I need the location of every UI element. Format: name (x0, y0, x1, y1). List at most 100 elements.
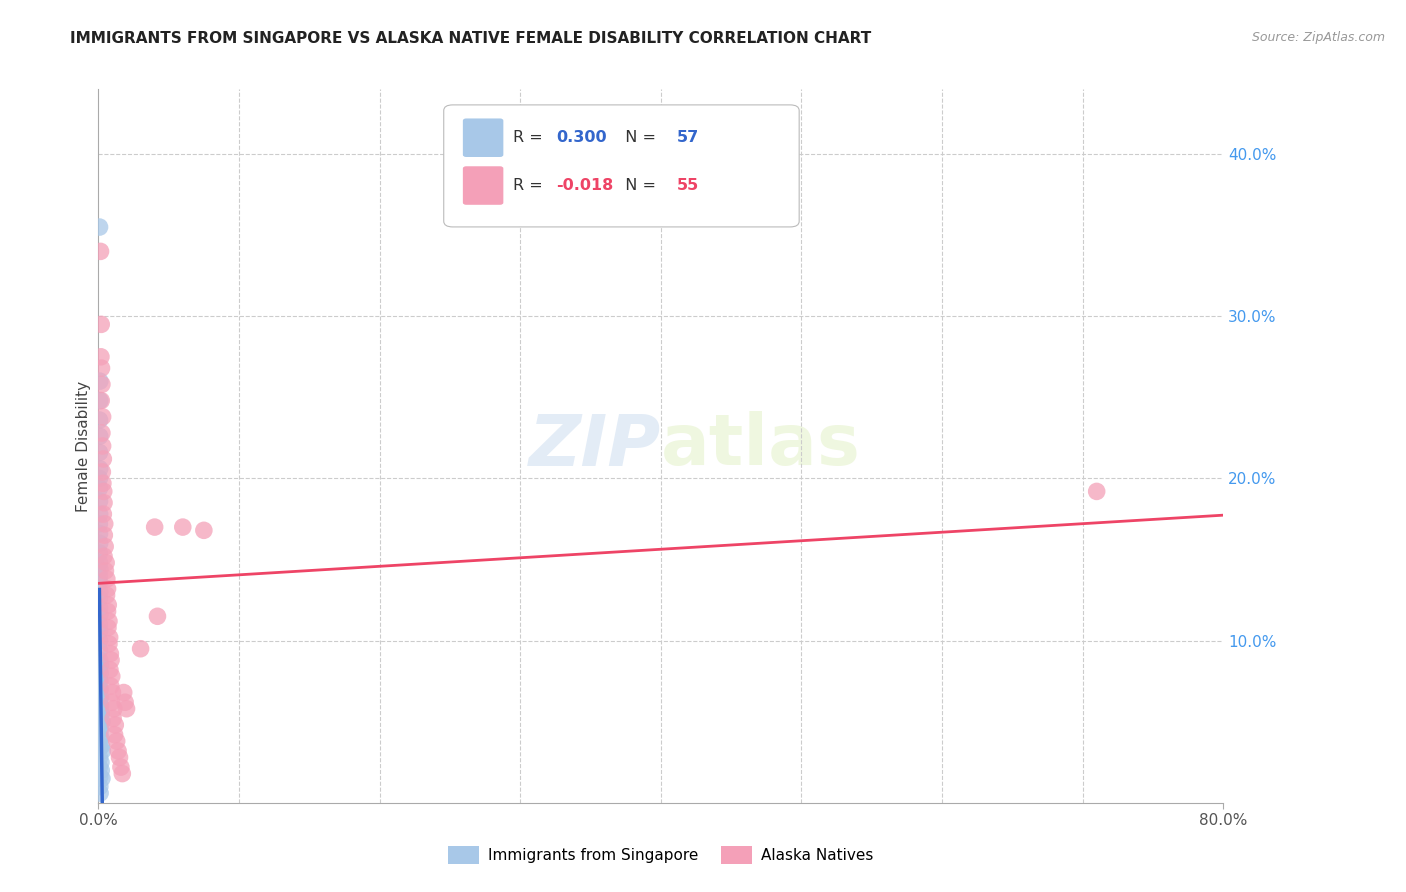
Point (91, 425, 114, 440)
Point (91, 744, 114, 758)
Text: ZIP: ZIP (529, 411, 661, 481)
Point (1085, 484, 1108, 499)
Point (129, 641, 152, 656)
Point (89, 750, 111, 764)
Text: Source: ZipAtlas.com: Source: ZipAtlas.com (1251, 31, 1385, 45)
Point (89, 445, 111, 459)
Point (89, 780, 111, 794)
Point (96, 572, 118, 586)
Point (89, 731, 111, 745)
Point (89, 643, 111, 657)
Point (90, 764, 112, 778)
Text: 0.300: 0.300 (557, 130, 607, 145)
Point (111, 766, 134, 780)
Point (146, 609, 169, 624)
Point (89, 393, 111, 408)
Text: N =: N = (614, 130, 661, 145)
Point (89, 575, 111, 590)
Point (89, 786, 111, 800)
Point (89, 374, 111, 388)
Point (89, 682, 111, 697)
Point (89, 633, 111, 648)
Point (101, 669, 124, 683)
Point (104, 718, 127, 732)
Point (91, 439, 114, 453)
Point (90, 723, 112, 737)
Point (89, 624, 111, 638)
Point (89, 711, 111, 725)
Text: atlas: atlas (661, 411, 860, 481)
Point (89, 721, 111, 735)
Point (89, 666, 111, 681)
Point (103, 711, 125, 725)
Point (89, 526, 111, 541)
Point (89, 481, 111, 495)
Point (89, 429, 111, 443)
Point (98, 631, 121, 645)
Point (93, 507, 115, 521)
Point (91, 714, 114, 729)
Point (89, 692, 111, 706)
Point (89, 673, 111, 687)
Text: R =: R = (513, 178, 548, 193)
Point (112, 685, 135, 699)
Point (89, 601, 111, 615)
Point (172, 520, 194, 534)
Point (93, 484, 115, 499)
Point (103, 702, 125, 716)
Point (101, 685, 124, 699)
Point (98, 663, 121, 677)
FancyBboxPatch shape (463, 119, 503, 157)
Text: -0.018: -0.018 (557, 178, 613, 193)
Point (89, 585, 111, 599)
FancyBboxPatch shape (444, 105, 799, 227)
Point (90, 657, 112, 672)
Point (97, 621, 120, 635)
Point (89, 653, 111, 667)
Point (90, 731, 112, 745)
Y-axis label: Female Disability: Female Disability (76, 380, 91, 512)
Point (104, 728, 127, 742)
Point (89, 617, 111, 632)
FancyBboxPatch shape (463, 166, 503, 205)
Point (100, 679, 122, 693)
Point (89, 494, 111, 508)
Text: 57: 57 (676, 130, 699, 145)
Point (90, 756, 112, 770)
Point (89, 674, 111, 689)
Point (90, 706, 112, 721)
Point (97, 598, 120, 612)
Point (97, 604, 120, 618)
Point (107, 744, 129, 758)
Point (89, 740, 111, 755)
Text: N =: N = (614, 178, 661, 193)
Point (89, 591, 111, 606)
Point (105, 734, 128, 748)
Point (90, 244, 112, 259)
Point (114, 695, 136, 709)
Point (91, 409, 114, 424)
Point (89, 471, 111, 485)
Point (96, 588, 118, 602)
Text: 55: 55 (676, 178, 699, 193)
Point (143, 520, 166, 534)
Point (91, 476, 114, 491)
Point (96, 556, 118, 570)
Point (93, 549, 115, 564)
Point (91, 465, 114, 479)
Point (90, 361, 112, 376)
Point (110, 760, 132, 774)
Point (89, 516, 111, 531)
Point (108, 750, 131, 764)
Point (89, 607, 111, 622)
Point (90, 393, 112, 408)
Point (90, 698, 112, 713)
Point (91, 377, 114, 392)
Point (89, 568, 111, 582)
Point (89, 702, 111, 716)
Point (89, 507, 111, 521)
Point (100, 647, 122, 661)
Point (89, 556, 111, 570)
Point (89, 546, 111, 560)
Point (93, 528, 115, 542)
